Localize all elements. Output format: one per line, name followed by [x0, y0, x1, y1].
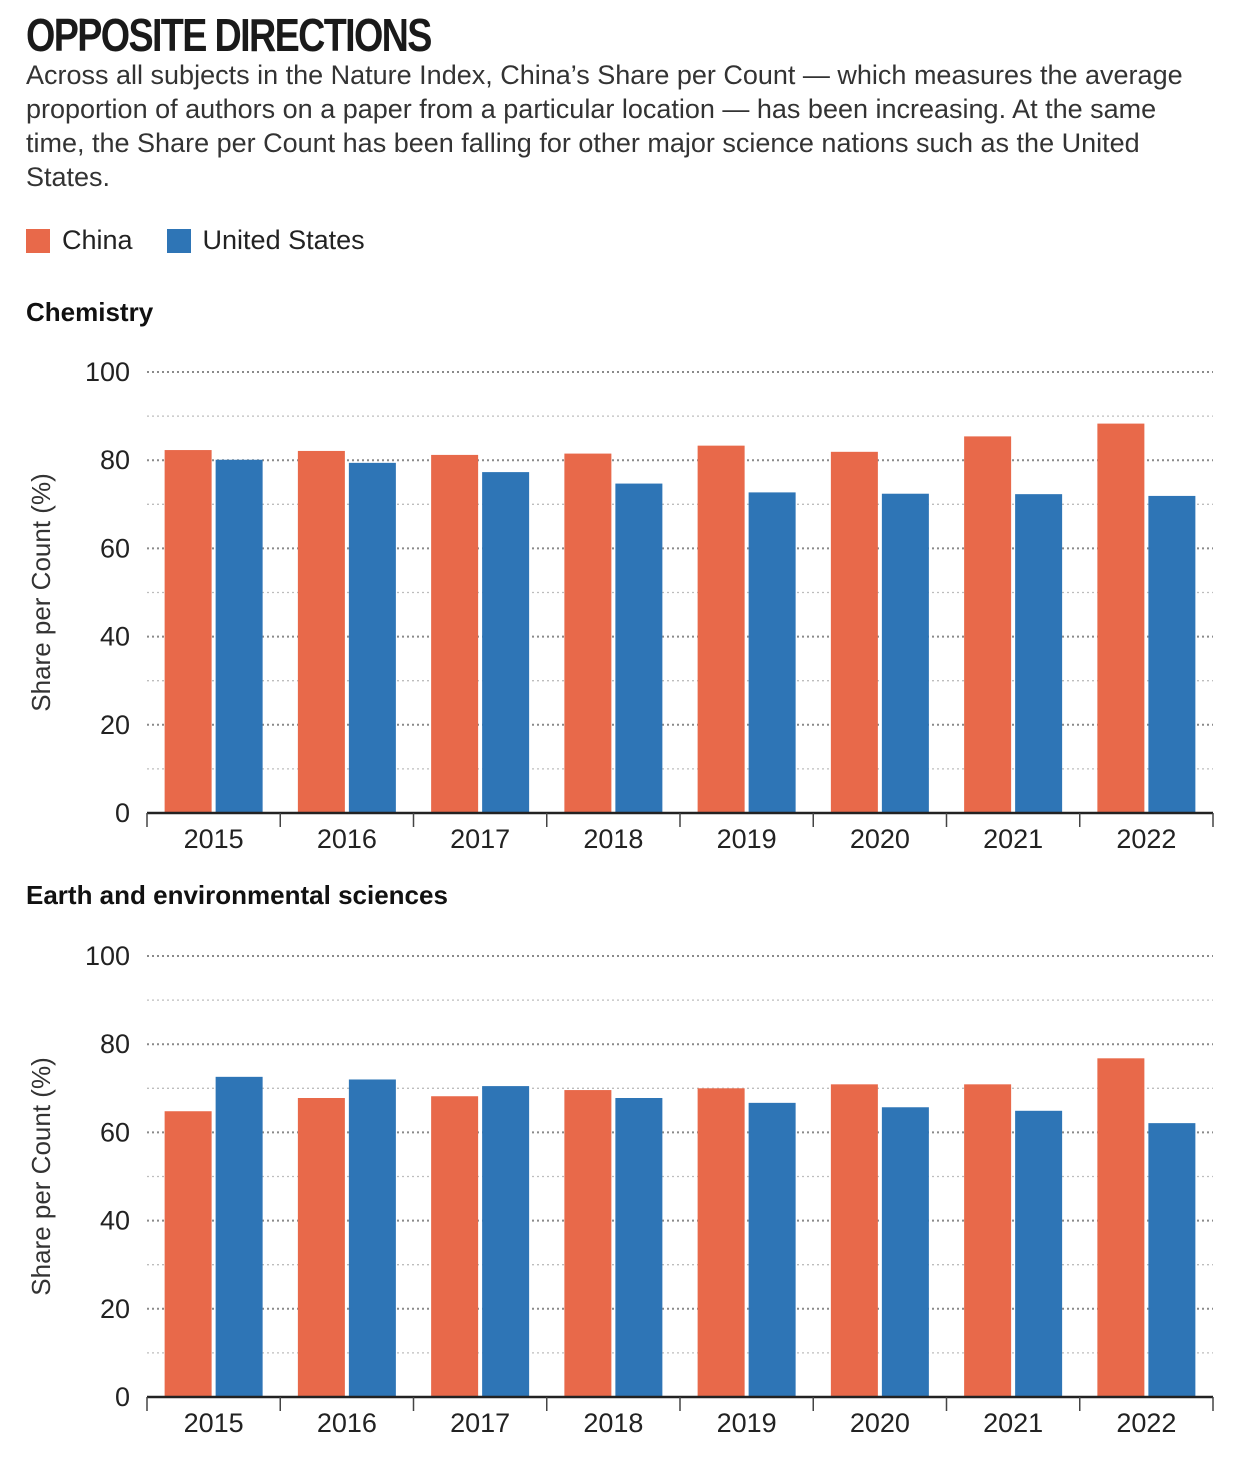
- x-tick-label-2016: 2016: [317, 824, 377, 854]
- x-tick-label-2022: 2022: [1116, 824, 1176, 854]
- x-tick-label-2020: 2020: [850, 824, 910, 854]
- legend: China United States: [26, 225, 399, 256]
- bar-china-2022: [1097, 423, 1145, 813]
- y-tick-label: 100: [85, 357, 130, 387]
- bar-china-2018: [564, 453, 612, 813]
- x-tick-label-2015: 2015: [184, 824, 244, 854]
- y-tick-label: 60: [100, 1117, 130, 1147]
- legend-swatch-united-states: [166, 228, 191, 253]
- bar-china-2015: [164, 450, 212, 813]
- bar-china-2019: [697, 445, 745, 813]
- bar-china-2016: [297, 1098, 345, 1397]
- bar-united-states-2017: [482, 1086, 530, 1397]
- legend-swatch-china: [26, 228, 50, 253]
- legend-label-china: China: [62, 225, 133, 255]
- y-tick-label: 60: [100, 533, 130, 563]
- chart-chemistry: 0 20 40 60 80 100 Share per Count (%) 2015 2016 2…: [26, 357, 1214, 854]
- bar-united-states-2015: [215, 459, 263, 813]
- x-tick-label-2022: 2022: [1116, 1408, 1176, 1438]
- y-tick-label: 0: [115, 1382, 130, 1412]
- bar-united-states-2020: [881, 1107, 929, 1397]
- bar-united-states-2016: [348, 462, 396, 813]
- bar-united-states-2022: [1148, 495, 1196, 813]
- bar-united-states-2016: [348, 1079, 396, 1397]
- bar-united-states-2015: [215, 1076, 263, 1397]
- bar-united-states-2018: [615, 483, 663, 813]
- y-axis-label: Share per Count (%): [26, 473, 56, 711]
- x-tick-label-2016: 2016: [317, 1408, 377, 1438]
- x-tick-label-2021: 2021: [983, 1408, 1043, 1438]
- bar-united-states-2021: [1015, 1110, 1063, 1397]
- y-tick-label: 40: [100, 1206, 130, 1236]
- legend-item-china: China: [26, 225, 133, 256]
- x-tick-label-2019: 2019: [717, 1408, 777, 1438]
- page-subtitle: Across all subjects in the Nature Index,…: [26, 60, 1183, 192]
- bar-china-2020: [830, 1084, 878, 1397]
- legend-item-united-states: United States: [166, 225, 365, 256]
- bar-united-states-2018: [615, 1098, 663, 1397]
- x-tick-label-2020: 2020: [850, 1408, 910, 1438]
- y-axis-label: Share per Count (%): [26, 1057, 56, 1295]
- x-tick-label-2017: 2017: [450, 824, 510, 854]
- y-tick-label: 20: [100, 1294, 130, 1324]
- bar-united-states-2017: [482, 472, 530, 813]
- chart-earth-environmental: 0 20 40 60 80 100 Share per Count (%) 2015 2016 2…: [26, 941, 1214, 1438]
- bar-united-states-2020: [881, 493, 929, 813]
- x-tick-label-2018: 2018: [583, 1408, 643, 1438]
- bar-china-2022: [1097, 1058, 1145, 1397]
- page-title: OPPOSITE DIRECTIONS: [26, 9, 432, 61]
- bar-united-states-2021: [1015, 494, 1063, 813]
- y-tick-label: 80: [100, 1029, 130, 1059]
- bar-china-2021: [964, 1084, 1012, 1397]
- bar-china-2015: [164, 1111, 212, 1397]
- legend-label-united-states: United States: [202, 225, 365, 255]
- bar-china-2020: [830, 451, 878, 813]
- bar-united-states-2019: [748, 1102, 796, 1397]
- y-tick-label: 20: [100, 710, 130, 740]
- bar-united-states-2022: [1148, 1123, 1196, 1397]
- x-tick-label-2019: 2019: [717, 824, 777, 854]
- bar-china-2017: [431, 1096, 479, 1397]
- chart-title-earth-environmental: Earth and environmental sciences: [26, 880, 448, 910]
- bar-china-2021: [964, 436, 1012, 813]
- x-tick-label-2021: 2021: [983, 824, 1043, 854]
- y-tick-label: 0: [115, 798, 130, 828]
- x-tick-label-2018: 2018: [583, 824, 643, 854]
- bar-china-2017: [431, 454, 479, 813]
- bar-china-2018: [564, 1090, 612, 1397]
- y-tick-label: 40: [100, 622, 130, 652]
- bar-china-2016: [297, 450, 345, 813]
- y-tick-label: 100: [85, 941, 130, 971]
- y-tick-label: 80: [100, 445, 130, 475]
- bar-china-2019: [697, 1088, 745, 1397]
- x-tick-label-2015: 2015: [184, 1408, 244, 1438]
- bar-united-states-2019: [748, 492, 796, 813]
- chart-title-chemistry: Chemistry: [26, 297, 154, 327]
- x-tick-label-2017: 2017: [450, 1408, 510, 1438]
